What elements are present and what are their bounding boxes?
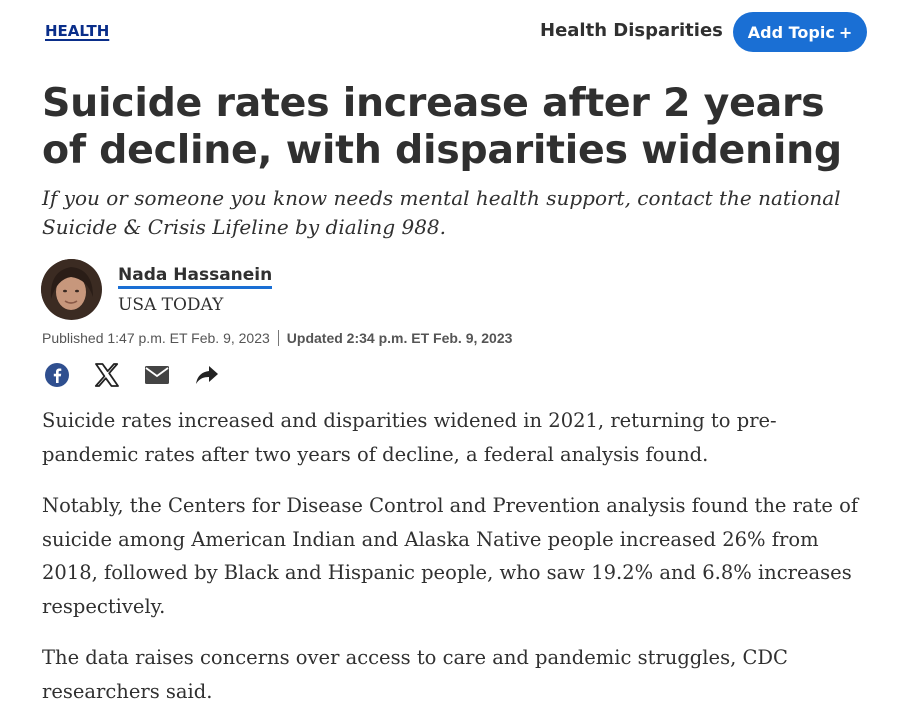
article-paragraph: Suicide rates increased and disparities … — [42, 409, 777, 466]
updated-date: Updated 2:34 p.m. ET Feb. 9, 2023 — [286, 330, 513, 346]
section-link-health[interactable]: HEALTH — [45, 22, 110, 40]
facebook-icon[interactable] — [42, 360, 72, 390]
date-divider — [277, 330, 279, 346]
share-bar — [42, 360, 242, 390]
article-body: Suicide rates increased and disparities … — [42, 404, 872, 708]
byline: Nada Hassanein USA TODAY — [41, 259, 441, 321]
article-paragraph: The data raises concerns over access to … — [42, 646, 788, 703]
plus-icon: + — [838, 22, 853, 42]
article-subhead: If you or someone you know needs mental … — [42, 186, 841, 239]
add-topic-label: Add Topic — [747, 22, 835, 42]
published-date: Published 1:47 p.m. ET Feb. 9, 2023 — [42, 330, 270, 346]
author-name-link[interactable]: Nada Hassanein — [118, 265, 273, 289]
article-paragraph: Notably, the Centers for Disease Control… — [42, 494, 859, 618]
author-org: USA TODAY — [118, 295, 224, 315]
top-bar: HEALTH Health Disparities Add Topic + — [0, 0, 912, 64]
dateline: Published 1:47 p.m. ET Feb. 9, 2023 Upda… — [42, 330, 512, 346]
share-arrow-icon[interactable] — [192, 360, 222, 390]
topic-label[interactable]: Health Disparities — [540, 20, 723, 41]
article-headline: Suicide rates increase after 2 years of … — [42, 80, 842, 173]
x-icon[interactable] — [92, 360, 122, 390]
add-topic-button[interactable]: Add Topic + — [733, 12, 867, 52]
email-icon[interactable] — [142, 360, 172, 390]
author-avatar[interactable] — [41, 259, 102, 320]
